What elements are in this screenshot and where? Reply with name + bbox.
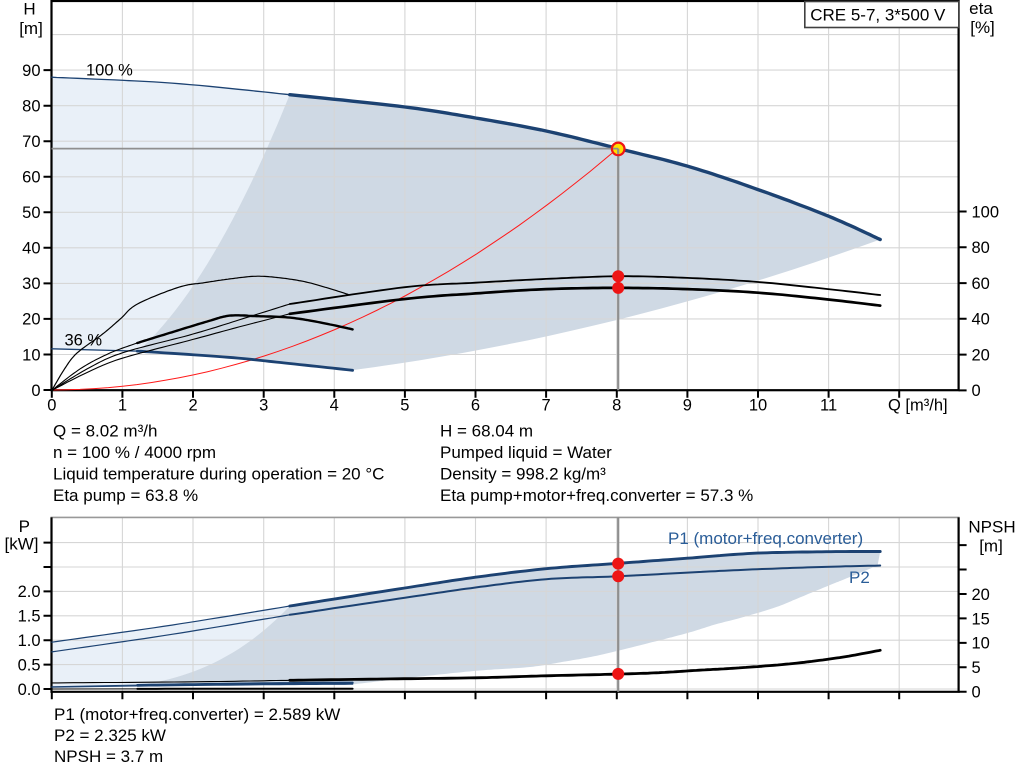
svg-text:20: 20 (972, 346, 990, 364)
svg-text:[kW]: [kW] (5, 534, 39, 553)
svg-text:Q [m³/h]: Q [m³/h] (888, 396, 948, 414)
svg-text:20: 20 (22, 311, 40, 329)
svg-text:60: 60 (22, 169, 40, 187)
svg-text:0: 0 (972, 382, 981, 400)
svg-text:n = 100 % / 4000 rpm: n = 100 % / 4000 rpm (53, 443, 216, 462)
svg-text:40: 40 (22, 240, 40, 258)
svg-text:8: 8 (612, 396, 621, 414)
svg-text:0: 0 (31, 382, 40, 400)
svg-text:15: 15 (972, 610, 990, 628)
svg-text:NPSH = 3.7 m: NPSH = 3.7 m (54, 747, 163, 766)
svg-text:P1 (motor+freq.converter) = 2.: P1 (motor+freq.converter) = 2.589 kW (54, 705, 340, 724)
svg-text:100 %: 100 % (86, 61, 133, 79)
svg-text:80: 80 (972, 239, 990, 257)
svg-text:20: 20 (972, 586, 990, 604)
svg-text:P2 = 2.325 kW: P2 = 2.325 kW (54, 726, 166, 745)
svg-text:50: 50 (22, 204, 40, 222)
svg-text:[m]: [m] (19, 19, 43, 38)
svg-text:30: 30 (22, 275, 40, 293)
svg-text:Eta pump = 63.8 %: Eta pump = 63.8 % (53, 486, 198, 505)
svg-text:1.5: 1.5 (18, 608, 41, 626)
svg-text:100: 100 (972, 203, 1000, 221)
svg-text:eta: eta (969, 0, 993, 18)
svg-text:5: 5 (400, 396, 409, 414)
svg-text:36 %: 36 % (65, 331, 103, 349)
svg-text:NPSH: NPSH (968, 517, 1015, 536)
svg-text:4: 4 (330, 396, 339, 414)
svg-text:40: 40 (972, 311, 990, 329)
svg-text:80: 80 (22, 97, 40, 115)
svg-text:Liquid temperature during oper: Liquid temperature during operation = 20… (53, 465, 384, 484)
svg-text:CRE 5-7, 3*500 V: CRE 5-7, 3*500 V (810, 5, 946, 24)
svg-text:2.0: 2.0 (18, 583, 41, 601)
svg-text:9: 9 (683, 396, 692, 414)
svg-text:2: 2 (188, 396, 197, 414)
svg-text:H = 68.04 m: H = 68.04 m (440, 421, 533, 440)
svg-text:10: 10 (749, 396, 767, 414)
svg-text:11: 11 (820, 396, 837, 414)
svg-text:1.0: 1.0 (18, 632, 41, 650)
svg-text:P2: P2 (849, 568, 870, 587)
svg-text:90: 90 (22, 62, 40, 80)
svg-text:70: 70 (22, 133, 40, 151)
svg-text:5: 5 (972, 659, 981, 677)
svg-text:H: H (23, 0, 35, 19)
svg-text:10: 10 (972, 635, 990, 653)
svg-text:[%]: [%] (970, 18, 995, 37)
svg-text:Pumped liquid = Water: Pumped liquid = Water (440, 443, 612, 462)
svg-text:7: 7 (542, 396, 551, 414)
svg-text:[m]: [m] (979, 537, 1003, 556)
svg-text:P1 (motor+freq.converter): P1 (motor+freq.converter) (668, 529, 863, 548)
svg-text:60: 60 (972, 275, 990, 293)
svg-text:6: 6 (471, 396, 480, 414)
svg-text:0.0: 0.0 (18, 681, 41, 699)
svg-text:3: 3 (259, 396, 268, 414)
svg-text:0: 0 (972, 684, 981, 702)
svg-text:Density = 998.2 kg/m³: Density = 998.2 kg/m³ (440, 465, 606, 484)
svg-text:0: 0 (47, 396, 56, 414)
svg-text:Eta pump+motor+freq.converter: Eta pump+motor+freq.converter = 57.3 % (440, 486, 753, 505)
svg-text:10: 10 (22, 346, 40, 364)
svg-text:P: P (19, 517, 30, 536)
svg-text:0.5: 0.5 (18, 656, 41, 674)
svg-text:Q = 8.02 m³/h: Q = 8.02 m³/h (53, 421, 157, 440)
svg-text:1: 1 (118, 396, 127, 414)
